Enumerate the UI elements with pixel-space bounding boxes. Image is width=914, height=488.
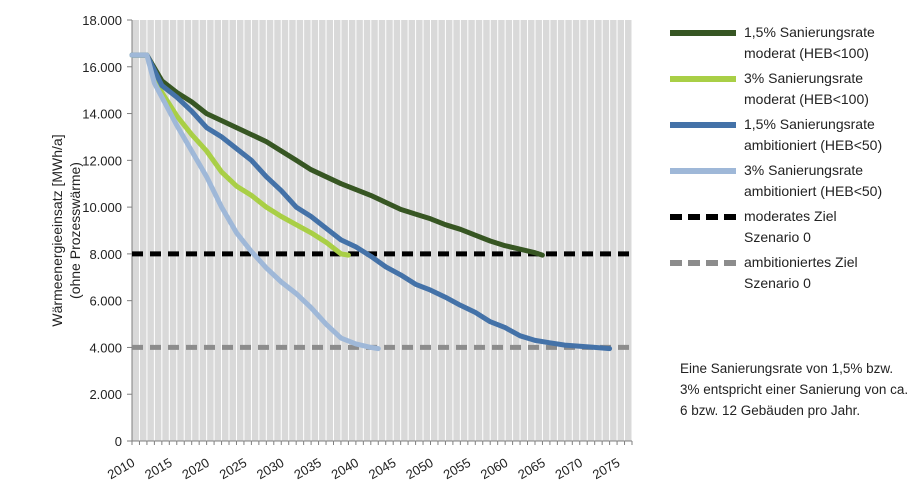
x-tick-label: 2015 (142, 455, 175, 482)
legend-swatch (670, 122, 736, 128)
legend-label-line1: 1,5% Sanierungsrate (744, 24, 875, 40)
y-tick-label: 10.000 (82, 200, 122, 215)
legend-label: moderates Ziel Szenario 0 (744, 206, 837, 248)
legend-swatch (670, 260, 736, 266)
x-tick-label: 2020 (179, 455, 212, 482)
grid-lines (138, 20, 633, 441)
y-tick-label: 2.000 (89, 387, 122, 402)
x-tick-label: 2070 (553, 455, 586, 482)
legend-label-line1: 3% Sanierungsrate (744, 70, 864, 86)
legend-swatch (670, 76, 736, 82)
legend-label: ambitioniertes Ziel Szenario 0 (744, 252, 858, 294)
legend-swatch (670, 30, 736, 36)
legend-label: 3% Sanierungsrate moderat (HEB<100) (744, 68, 869, 110)
legend: 1,5% Sanierungsrate moderat (HEB<100) 3% S… (660, 20, 910, 296)
legend-item: 3% Sanierungsrate ambitioniert (HEB<50) (660, 158, 910, 204)
legend-label: 3% Sanierungsrate ambitioniert (HEB<50) (744, 160, 882, 202)
legend-label-line1: ambitioniertes Ziel (744, 254, 858, 270)
footnote: Eine Sanierungsrate von 1,5% bzw. 3% ent… (680, 361, 909, 418)
legend-label-line1: moderates Ziel (744, 208, 837, 224)
x-tick-label: 2040 (329, 455, 362, 482)
series-line-3-sanierungsrate-moderat-heb-100 (129, 52, 351, 258)
legend-label: 1,5% Sanierungsrate moderat (HEB<100) (744, 22, 875, 64)
series-line-1-5-sanierungsrate-ambitioniert-heb-50 (129, 52, 613, 352)
legend-label-line2: Szenario 0 (744, 229, 811, 245)
y-tick-label: 12.000 (82, 153, 122, 168)
y-tick-label: 18.000 (82, 13, 122, 28)
y-tick-label: 8.000 (89, 247, 122, 262)
legend-label-line2: moderat (HEB<100) (744, 91, 869, 107)
legend-item: 3% Sanierungsrate moderat (HEB<100) (660, 66, 910, 112)
x-tick-label: 2025 (217, 455, 250, 482)
y-tick-label: 0 (115, 434, 122, 449)
y-tick-label: 16.000 (82, 60, 122, 75)
y-tick-label: 6.000 (89, 294, 122, 309)
legend-label-line2: moderat (HEB<100) (744, 45, 869, 61)
y-axis-label-sub: (ohne Prozesswärme) (67, 162, 83, 299)
series-line-1-5-sanierungsrate-moderat-heb-100 (129, 52, 545, 258)
legend-swatch (670, 168, 736, 174)
legend-label-line1: 3% Sanierungsrate (744, 162, 864, 178)
x-tick-label: 2055 (441, 455, 474, 482)
axes (127, 19, 633, 445)
legend-label: 1,5% Sanierungsrate ambitioniert (HEB<50) (744, 114, 882, 156)
y-tick-label: 14.000 (82, 107, 122, 122)
x-tick-label: 2035 (291, 455, 324, 482)
x-tick-label: 2030 (254, 455, 287, 482)
x-tick-label: 2050 (403, 455, 436, 482)
legend-label-line1: 1,5% Sanierungsrate (744, 116, 875, 132)
series-lines (129, 52, 632, 352)
legend-item: moderates Ziel Szenario 0 (660, 204, 910, 250)
x-tick-label: 2010 (105, 455, 138, 482)
x-tick-label: 2075 (590, 455, 623, 482)
y-axis-label: Wärmeenergieeinsatz [MWh/a] (49, 134, 65, 326)
series-line-3-sanierungsrate-ambitioniert-heb-50 (129, 52, 381, 352)
legend-swatch (670, 214, 736, 220)
legend-label-line2: ambitioniert (HEB<50) (744, 137, 883, 153)
y-tick-label: 4.000 (89, 340, 122, 355)
x-tick-label: 2060 (478, 455, 511, 482)
x-tick-label: 2045 (366, 455, 399, 482)
legend-label-line2: Szenario 0 (744, 275, 811, 291)
x-tick-label: 2065 (515, 455, 548, 482)
legend-item: 1,5% Sanierungsrate ambitioniert (HEB<50) (660, 112, 910, 158)
legend-label-line2: ambitioniert (HEB<50) (744, 183, 883, 199)
plot-area (132, 20, 632, 441)
legend-item: 1,5% Sanierungsrate moderat (HEB<100) (660, 20, 910, 66)
legend-item: ambitioniertes Ziel Szenario 0 (660, 250, 910, 296)
